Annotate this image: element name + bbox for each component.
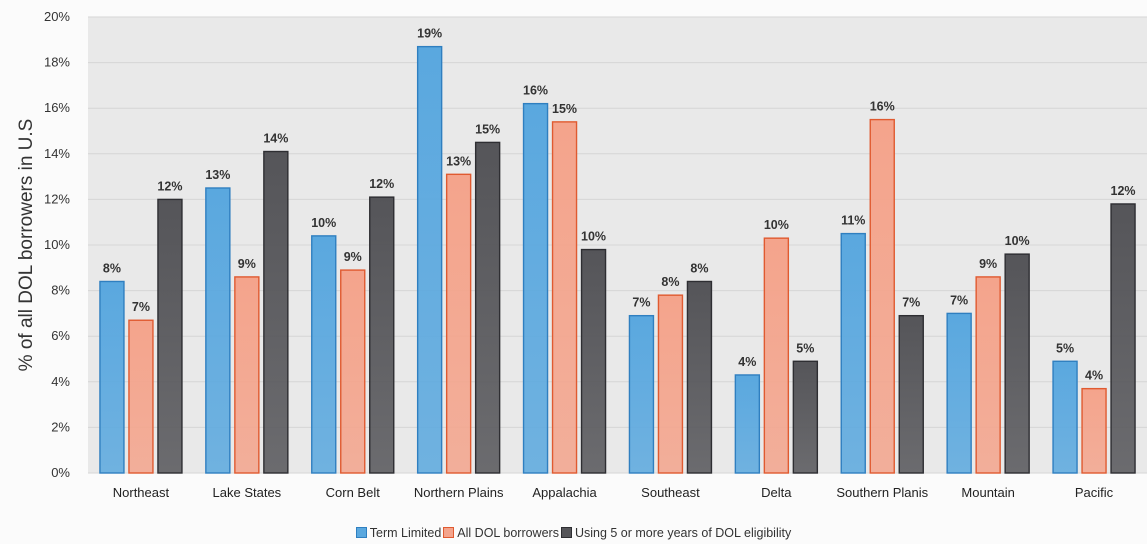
data-label: 10%: [311, 216, 336, 230]
bar: [99, 280, 125, 474]
data-label: 8%: [661, 275, 679, 289]
data-label: 8%: [690, 261, 708, 275]
y-tick-label: 8%: [51, 283, 70, 298]
bar: [686, 280, 713, 474]
y-tick-label: 4%: [51, 374, 70, 389]
legend-label: All DOL borrowers: [457, 526, 559, 540]
y-tick-label: 6%: [51, 328, 70, 343]
x-category-label: Lake States: [213, 485, 282, 500]
y-tick-label: 12%: [44, 191, 70, 206]
data-label: 7%: [950, 293, 968, 307]
y-tick-label: 10%: [44, 237, 70, 252]
bar: [628, 314, 655, 474]
data-label: 12%: [1111, 184, 1136, 198]
data-label: 13%: [205, 168, 230, 182]
bar: [1081, 387, 1107, 474]
bar: [234, 276, 260, 474]
y-tick-label: 14%: [44, 146, 70, 161]
data-label: 13%: [446, 154, 471, 168]
legend: Term Limited All DOL borrowers Using 5 or …: [0, 526, 1147, 540]
data-label: 5%: [796, 341, 814, 355]
x-category-label: Delta: [761, 485, 792, 500]
y-tick-label: 20%: [44, 9, 70, 24]
bar: [157, 198, 183, 474]
data-label: 10%: [581, 230, 606, 244]
bar: [975, 276, 1001, 474]
bar: [1004, 253, 1030, 474]
y-tick-label: 2%: [51, 419, 70, 434]
legend-swatch: [560, 527, 572, 538]
bar: [340, 269, 366, 474]
bar: [474, 141, 501, 474]
bar: [792, 360, 819, 474]
bar: [869, 118, 895, 474]
data-label: 8%: [103, 261, 121, 275]
bar: [369, 196, 395, 474]
bar: [1110, 203, 1136, 474]
bar: [840, 232, 866, 474]
y-axis-label: % of all DOL borrowers in U.S: [16, 119, 37, 372]
bar: [657, 294, 684, 474]
data-label: 14%: [263, 132, 288, 146]
x-category-label: Pacific: [1075, 485, 1114, 500]
data-label: 16%: [870, 100, 895, 114]
data-label: 9%: [344, 250, 362, 264]
data-label: 9%: [979, 257, 997, 271]
data-label: 7%: [632, 296, 650, 310]
data-label: 9%: [238, 257, 256, 271]
bar: [263, 150, 289, 474]
data-label: 15%: [475, 122, 500, 136]
legend-item: Using 5 or more years of DOL eligibility: [560, 526, 792, 540]
data-label: 4%: [738, 355, 756, 369]
legend-label: Term Limited: [369, 526, 442, 540]
bar: [898, 314, 924, 474]
x-category-label: Northeast: [113, 485, 170, 500]
legend-item: Term Limited: [355, 526, 442, 540]
data-label: 12%: [369, 177, 394, 191]
data-label: 4%: [1085, 369, 1103, 383]
x-category-label: Appalachia: [532, 485, 597, 500]
data-label: 12%: [157, 179, 182, 193]
bar: [734, 374, 761, 474]
bar: [522, 102, 549, 474]
x-category-label: Mountain: [961, 485, 1014, 500]
legend-swatch: [443, 527, 455, 538]
bar: [1052, 360, 1078, 474]
x-category-label: Corn Belt: [326, 485, 381, 500]
data-label: 10%: [1005, 234, 1030, 248]
legend-swatch: [355, 527, 367, 538]
data-label: 10%: [764, 218, 789, 232]
bar: [551, 121, 578, 474]
x-category-label: Northern Plains: [414, 485, 504, 500]
y-tick-label: 0%: [51, 465, 70, 480]
y-tick-label: 18%: [44, 55, 70, 70]
data-label: 19%: [417, 27, 442, 41]
data-label: 16%: [523, 84, 548, 98]
data-label: 7%: [902, 296, 920, 310]
x-category-label: Southeast: [641, 485, 700, 500]
legend-label: Using 5 or more years of DOL eligibility: [574, 526, 792, 540]
x-category-label: Southern Planis: [836, 485, 928, 500]
bar: [416, 45, 443, 474]
legend-item: All DOL borrowers: [443, 526, 559, 540]
data-label: 7%: [132, 300, 150, 314]
data-label: 5%: [1056, 341, 1074, 355]
data-label: 15%: [552, 102, 577, 116]
bar: [946, 312, 972, 474]
bar: [445, 173, 472, 474]
data-label: 11%: [841, 214, 865, 228]
bar: [128, 319, 154, 474]
bar: [580, 248, 607, 474]
bar: [763, 237, 790, 474]
bar: [205, 187, 231, 474]
bar: [311, 235, 337, 474]
y-tick-label: 16%: [44, 100, 70, 115]
